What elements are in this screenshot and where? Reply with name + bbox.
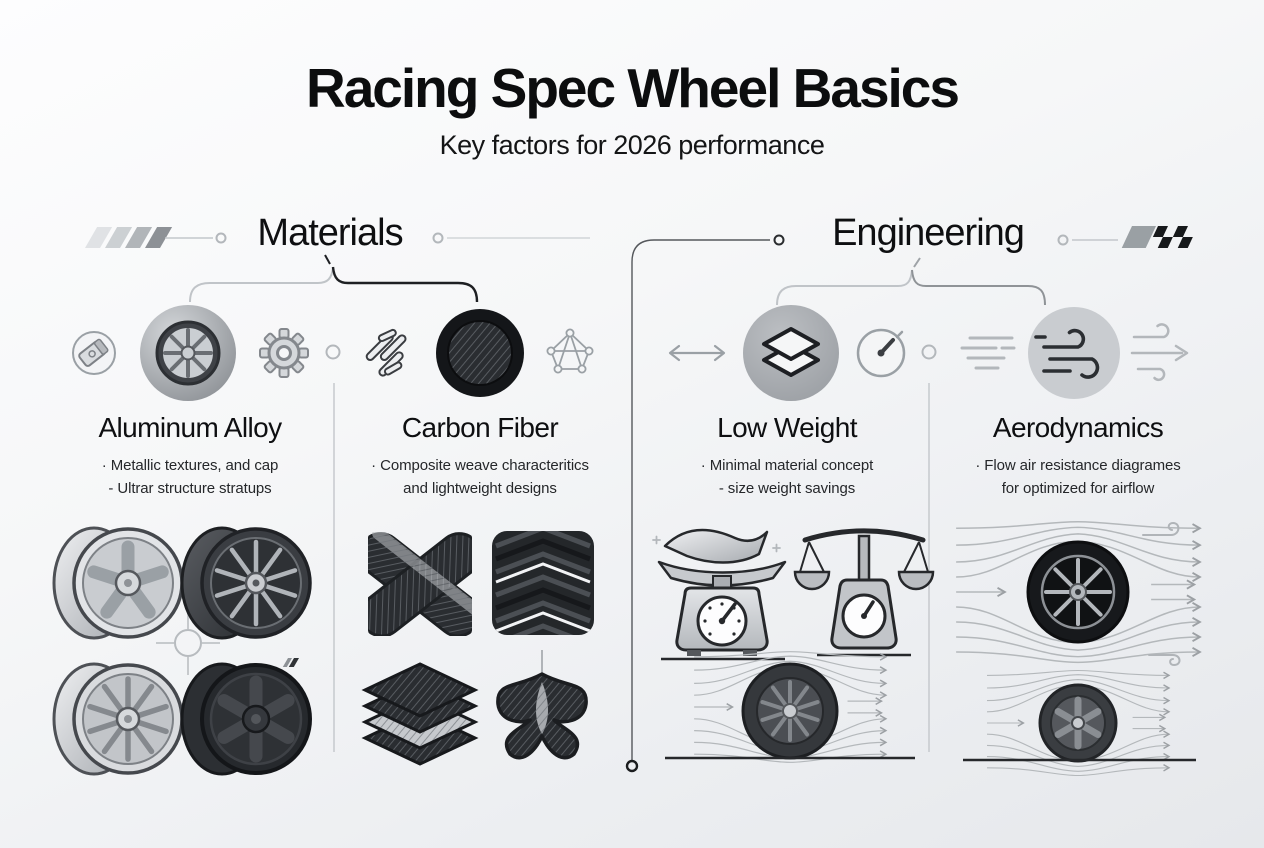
aluminum-wheel-illustrations <box>40 512 340 782</box>
carbon-disc-icon <box>436 309 524 397</box>
gauge-icon <box>856 328 906 378</box>
low-weight-illustrations <box>652 528 935 782</box>
layered-sheet-stack <box>361 662 479 766</box>
width-arrow-icon <box>668 344 726 362</box>
molded-saddle-form <box>496 650 588 760</box>
gear-icon <box>259 328 309 378</box>
aluminum-icon-row <box>40 300 340 406</box>
fiber-strands-icon <box>365 328 407 377</box>
column-heading-aluminum: Aluminum Alloy <box>98 412 282 443</box>
aero-bullets: · Flow air resistance diagrames for opti… <box>928 455 1228 500</box>
column-carbon-fiber: Carbon Fiber · Composite weave character… <box>330 300 630 782</box>
layers-icon <box>743 305 839 401</box>
bullet-line: and lightweight designs <box>403 479 557 497</box>
carbon-icon-row <box>330 300 630 406</box>
low-weight-icon-row <box>637 300 937 406</box>
page-title: Racing Spec Wheel Basics <box>306 57 960 119</box>
low-weight-bullets: · Minimal material concept - size weight… <box>637 455 937 500</box>
header: Racing Spec Wheel Basics Key factors for… <box>0 0 1264 161</box>
multi-spoke-dark-wheel <box>182 528 310 638</box>
carbon-illustrations <box>361 531 594 766</box>
checkered-flag-icon <box>1121 226 1193 248</box>
materials-left-node <box>215 232 227 244</box>
column-aluminum-alloy: Aluminum Alloy · Metallic textures, and … <box>40 300 340 782</box>
bullet-line: · Metallic textures, and cap <box>101 457 279 474</box>
alloy-wheel-icon <box>140 305 236 401</box>
column-heading-low-weight: Low Weight <box>717 412 857 443</box>
carbon-bullets: · Composite weave characteritics and lig… <box>330 455 630 500</box>
engineering-right-node <box>1057 234 1069 246</box>
wind-arrow-icon <box>1130 323 1189 381</box>
ten-spoke-silver-wheel <box>54 664 182 774</box>
six-spoke-black-wheel <box>182 664 310 774</box>
column-aerodynamics: Aerodynamics · Flow air resistance diagr… <box>928 300 1228 782</box>
materials-right-node <box>432 232 444 244</box>
alloy-profile-icon <box>72 331 116 375</box>
section-label-engineering: Engineering <box>832 212 1025 254</box>
bullet-line: - Ultrar structure stratups <box>108 479 272 497</box>
lattice-icon <box>546 328 594 374</box>
speed-lines-icon <box>960 336 1016 370</box>
kitchen-scale <box>652 528 787 661</box>
bullet-line: · Flow air resistance diagrames <box>975 457 1181 474</box>
page-subtitle: Key factors for 2026 performance <box>439 130 825 160</box>
woven-cross-weave <box>368 532 472 636</box>
wheel-airflow-top <box>956 522 1200 667</box>
materials-brace <box>189 254 479 303</box>
aluminum-bullets: · Metallic textures, and cap - Ultrar st… <box>40 455 340 500</box>
aero-illustrations <box>928 512 1228 782</box>
wheel-airflow-diagram <box>665 652 915 763</box>
bullet-line: · Minimal material concept <box>700 457 874 474</box>
speed-slashes-icon <box>85 227 173 248</box>
engineering-left-node <box>773 234 785 246</box>
bullet-line: - size weight savings <box>718 479 856 497</box>
balance-scale <box>793 528 935 657</box>
column-low-weight: Low Weight · Minimal material concept - … <box>637 300 937 782</box>
bullet-line: for optimized for airflow <box>1001 479 1155 497</box>
column-heading-carbon: Carbon Fiber <box>401 412 559 443</box>
five-spoke-silver-wheel <box>54 528 182 638</box>
bullet-line: · Composite weave characteritics <box>371 457 589 474</box>
section-label-materials: Materials <box>257 212 403 254</box>
chevron-weave-tile <box>492 531 594 635</box>
wind-icon <box>1028 307 1120 399</box>
engineering-brace <box>776 257 1046 306</box>
column-heading-aerodynamics: Aerodynamics <box>992 412 1164 443</box>
wheel-airflow-bottom <box>963 671 1196 776</box>
aero-icon-row <box>928 300 1228 406</box>
